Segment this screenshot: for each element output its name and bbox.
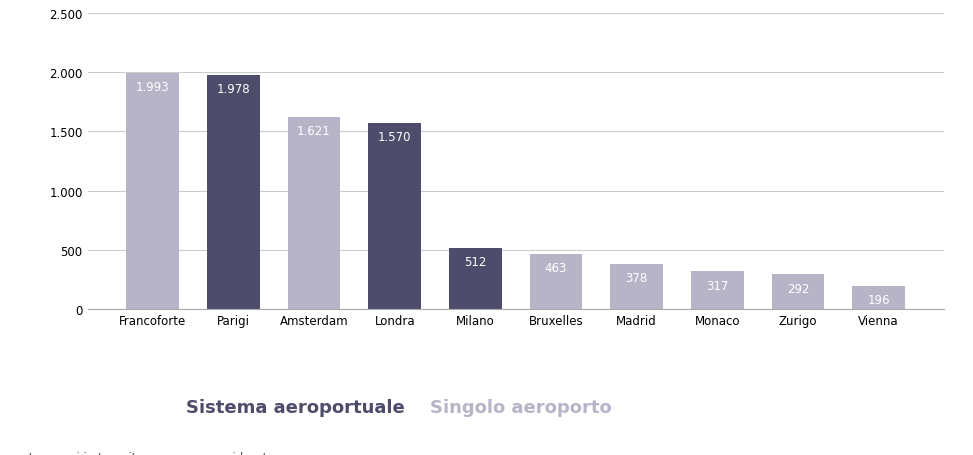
Text: Singolo aeroporto: Singolo aeroporto [430, 398, 612, 416]
Text: 292: 292 [787, 282, 810, 295]
Text: 196: 196 [867, 293, 890, 306]
Text: 378: 378 [626, 272, 648, 285]
Bar [126, 74, 179, 309]
Text: 1.978: 1.978 [217, 82, 250, 96]
Text: Sistema aeroportuale: Sistema aeroportuale [186, 398, 405, 416]
Text: Le merci in transito non sono considerate.: Le merci in transito non sono considerat… [27, 451, 277, 455]
Bar [207, 76, 260, 309]
Text: 463: 463 [545, 262, 567, 275]
Bar [288, 118, 341, 309]
Bar [610, 265, 663, 309]
Bar [369, 124, 421, 309]
Bar [691, 272, 743, 309]
Text: 512: 512 [464, 256, 486, 269]
Text: 1.570: 1.570 [378, 131, 412, 144]
Bar [772, 275, 824, 309]
Bar [450, 249, 501, 309]
Bar [852, 286, 905, 309]
Text: 317: 317 [706, 279, 729, 292]
Text: 1.621: 1.621 [297, 125, 331, 138]
Text: 1.993: 1.993 [136, 81, 169, 94]
Bar [530, 255, 582, 309]
